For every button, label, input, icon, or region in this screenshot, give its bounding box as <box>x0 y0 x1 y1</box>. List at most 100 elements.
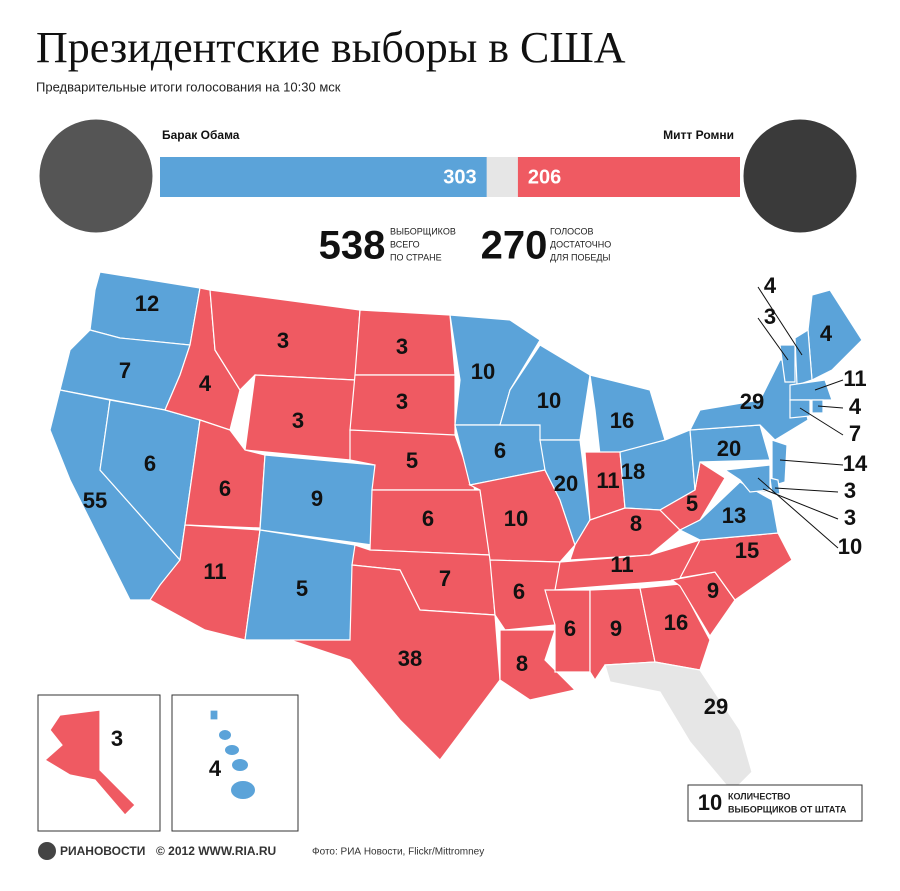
legend-box <box>687 784 863 822</box>
state-votes: 4 <box>849 394 862 419</box>
state-votes: 16 <box>664 610 688 635</box>
state <box>489 559 561 631</box>
legend-label: ВЫБОРЩИКОВ ОТ ШТАТА <box>728 804 847 814</box>
state-votes: 16 <box>610 408 634 433</box>
needed-label: ДЛЯ ПОБЕДЫ <box>550 252 610 262</box>
state-votes: 6 <box>144 451 156 476</box>
island-shape <box>232 759 248 771</box>
callout-line <box>814 379 844 391</box>
state <box>289 564 501 761</box>
needed-number: 270 <box>481 224 548 268</box>
state-votes: 6 <box>513 579 525 604</box>
state-votes: 38 <box>398 646 422 671</box>
state-votes: 11 <box>203 559 226 584</box>
state-votes: 4 <box>199 371 212 396</box>
needed-label: ГОЛОСОВ <box>550 226 593 236</box>
state <box>209 709 219 721</box>
state-votes: 7 <box>439 566 451 591</box>
state-votes: 8 <box>516 651 528 676</box>
state-votes: 9 <box>311 486 323 511</box>
state-votes: 5 <box>406 448 418 473</box>
callout-line <box>799 407 844 436</box>
state-votes: 3 <box>844 505 856 530</box>
state <box>789 379 833 401</box>
state-votes: 12 <box>135 291 159 316</box>
state-votes: 10 <box>471 359 495 384</box>
bar-value: 303 <box>443 166 476 188</box>
state <box>688 359 809 441</box>
logo-mark <box>38 842 56 860</box>
state-votes: 13 <box>722 503 746 528</box>
state <box>544 589 591 673</box>
state-votes: 11 <box>843 366 866 391</box>
state-votes: 10 <box>537 388 561 413</box>
copyright: © 2012 WWW.RIA.RU <box>156 844 276 858</box>
state-votes: 20 <box>554 471 578 496</box>
state-votes: 3 <box>764 304 776 329</box>
state-votes: 6 <box>494 438 506 463</box>
state-votes: 6 <box>219 476 231 501</box>
state <box>639 583 711 671</box>
state-votes: 18 <box>621 459 645 484</box>
state <box>723 464 771 493</box>
needed-label: ДОСТАТОЧНО <box>550 239 611 249</box>
callout-line <box>817 405 844 409</box>
state-votes: 11 <box>596 468 619 493</box>
state <box>811 399 824 414</box>
state-votes: 5 <box>296 576 308 601</box>
state-votes: 10 <box>504 506 528 531</box>
state-votes: 3 <box>844 478 856 503</box>
logo: РИАНОВОСТИ <box>60 844 145 858</box>
island-shape <box>231 781 255 799</box>
bar-obama <box>160 157 487 197</box>
state-votes: 7 <box>119 358 131 383</box>
callout-line <box>774 487 839 493</box>
state-votes: 4 <box>764 273 777 298</box>
state-votes: 7 <box>849 421 861 446</box>
subtitle: Предварительные итоги голосования на 10:… <box>36 79 341 94</box>
photo-romney <box>740 116 860 236</box>
state-votes: 3 <box>396 389 408 414</box>
state <box>678 481 779 541</box>
state-votes: 4 <box>820 321 833 346</box>
callout-line <box>779 459 844 466</box>
state <box>794 328 813 386</box>
island-shape <box>219 730 231 740</box>
state <box>789 399 811 419</box>
state-votes: 9 <box>707 578 719 603</box>
total-label: ПО СТРАНЕ <box>390 252 442 262</box>
bar-value: 206 <box>528 166 561 188</box>
state <box>769 477 781 495</box>
legend-label: КОЛИЧЕСТВО <box>728 791 790 801</box>
totals: 538 ВЫБОРЩИКОВ ВСЕГО ПО СТРАНЕ 270 ГОЛОС… <box>319 224 612 268</box>
legend-value: 10 <box>698 790 722 815</box>
photo-obama <box>36 116 156 236</box>
callout-line <box>757 286 803 356</box>
total-label: ВЫБОРЩИКОВ <box>390 226 456 236</box>
state-votes: 11 <box>610 552 633 577</box>
state-votes: 9 <box>610 616 622 641</box>
state-votes: 14 <box>843 451 868 476</box>
state-votes: 3 <box>292 408 304 433</box>
state-votes: 15 <box>735 538 759 563</box>
state-votes: 29 <box>740 389 764 414</box>
callout-line <box>757 477 839 549</box>
state-votes: 6 <box>422 506 434 531</box>
state <box>604 661 753 793</box>
state-votes: 10 <box>838 534 862 559</box>
state <box>771 439 788 487</box>
state-votes: 3 <box>277 328 289 353</box>
state-votes: 3 <box>111 726 123 751</box>
credit: Фото: РИА Новости, Flickr/Mittromney <box>312 847 484 858</box>
state-votes: 5 <box>686 491 698 516</box>
total-number: 538 <box>319 224 386 268</box>
callout-line <box>762 488 839 520</box>
state-votes: 3 <box>396 334 408 359</box>
state-votes: 8 <box>630 511 642 536</box>
state <box>43 709 136 816</box>
state-votes: 4 <box>209 756 222 781</box>
candidate-name: Барак Обама <box>162 128 240 142</box>
island-shape <box>225 745 239 755</box>
